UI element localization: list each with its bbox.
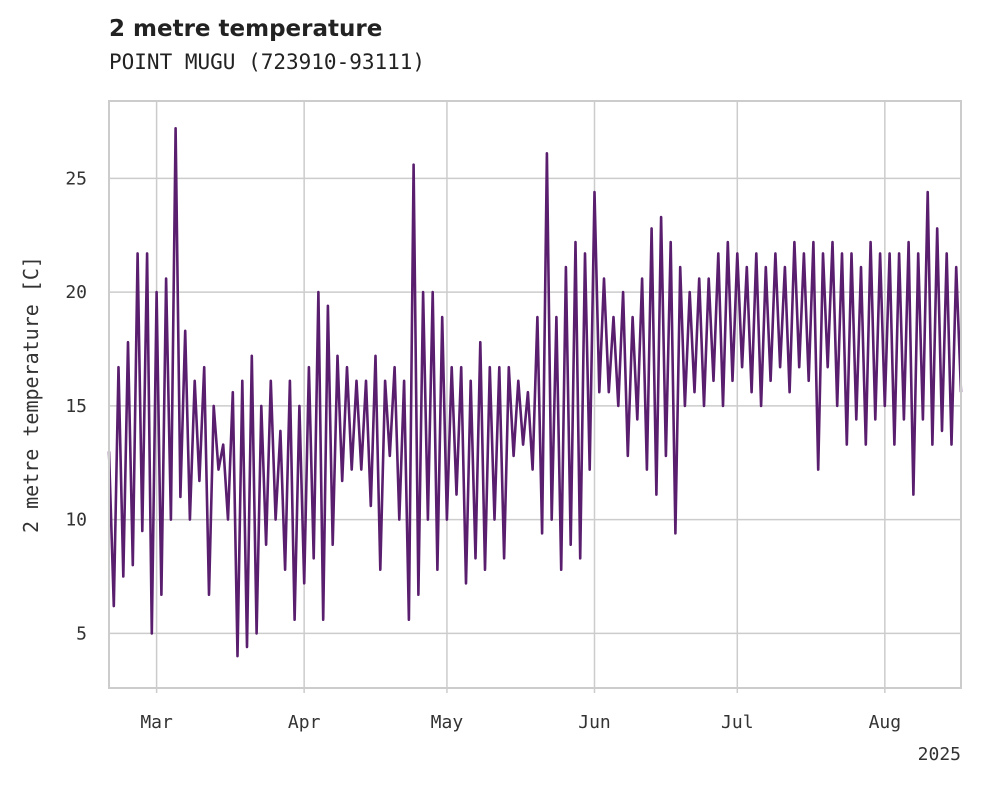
line-layer bbox=[107, 127, 963, 658]
x-axis-year-label: 2025 bbox=[918, 744, 961, 765]
chart-title: 2 metre temperature bbox=[109, 16, 383, 42]
x-tick-label: Apr bbox=[288, 712, 321, 733]
x-tick-label: May bbox=[431, 712, 464, 733]
y-tick-label: 25 bbox=[65, 168, 87, 189]
chart-subtitle: POINT MUGU (723910-93111) bbox=[109, 50, 426, 74]
x-tick-label: Aug bbox=[869, 712, 902, 733]
x-tick-label: Jul bbox=[721, 712, 754, 733]
y-tick-label: 10 bbox=[65, 510, 87, 531]
x-tick-label: Jun bbox=[578, 712, 611, 733]
x-tick-label: Mar bbox=[140, 712, 173, 733]
y-tick-label: 15 bbox=[65, 396, 87, 417]
y-tick-label: 5 bbox=[76, 623, 87, 644]
y-tick-label: 20 bbox=[65, 282, 87, 303]
temperature-series-line bbox=[107, 127, 963, 658]
tick-layer: 5 10 15 20 25 Mar Apr May Jun Jul Aug bbox=[65, 168, 901, 733]
y-axis-label: 2 metre temperature [C] bbox=[19, 256, 43, 533]
plot-frame bbox=[108, 100, 962, 689]
